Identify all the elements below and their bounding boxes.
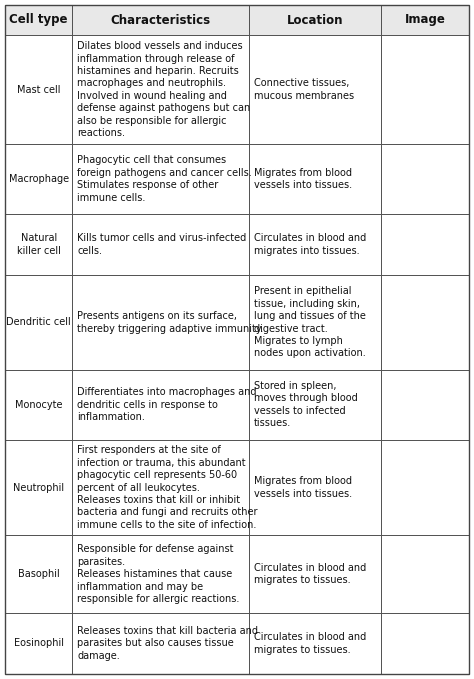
Text: Presents antigens on its surface,
thereby triggering adaptive immunity.: Presents antigens on its surface, thereb… (77, 311, 264, 333)
Bar (72, 613, 248, 674)
Text: Basophil: Basophil (18, 569, 60, 579)
Bar (381, 536, 469, 613)
Bar (5, 439, 72, 536)
Text: Migrates from blood
vessels into tissues.: Migrates from blood vessels into tissues… (254, 168, 352, 190)
Bar (72, 144, 248, 214)
Text: Circulates in blood and
migrates into tissues.: Circulates in blood and migrates into ti… (254, 234, 366, 256)
Bar (248, 613, 381, 674)
Text: Migrates from blood
vessels into tissues.: Migrates from blood vessels into tissues… (254, 477, 352, 499)
Text: Characteristics: Characteristics (110, 14, 210, 26)
Bar (5, 35, 72, 144)
Bar (72, 214, 248, 275)
Text: Cell type: Cell type (9, 14, 68, 26)
Text: Dilates blood vessels and induces
inflammation through release of
histamines and: Dilates blood vessels and induces inflam… (77, 41, 251, 138)
Bar (5, 275, 72, 369)
Text: Connective tissues,
mucous membranes: Connective tissues, mucous membranes (254, 78, 354, 100)
Bar (381, 275, 469, 369)
Text: Mast cell: Mast cell (17, 85, 60, 94)
Bar (72, 35, 248, 144)
Bar (5, 144, 72, 214)
Bar (381, 439, 469, 536)
Bar (381, 144, 469, 214)
Bar (381, 369, 469, 439)
Bar (5, 369, 72, 439)
Text: Eosinophil: Eosinophil (14, 638, 64, 648)
Text: Dendritic cell: Dendritic cell (6, 318, 71, 327)
Bar (5, 613, 72, 674)
Bar (5, 5, 72, 35)
Bar (72, 5, 248, 35)
Bar (248, 214, 381, 275)
Bar (248, 439, 381, 536)
Text: Differentiates into macrophages and
dendritic cells in response to
inflammation.: Differentiates into macrophages and dend… (77, 387, 257, 422)
Bar (248, 5, 381, 35)
Text: Monocyte: Monocyte (15, 400, 63, 409)
Text: First responders at the site of
infection or trauma, this abundant
phagocytic ce: First responders at the site of infectio… (77, 445, 258, 530)
Text: Neutrophil: Neutrophil (13, 483, 64, 492)
Text: Responsible for defense against
parasites.
Releases histamines that cause
inflam: Responsible for defense against parasite… (77, 545, 240, 604)
Bar (5, 536, 72, 613)
Text: Stored in spleen,
moves through blood
vessels to infected
tissues.: Stored in spleen, moves through blood ve… (254, 381, 357, 428)
Text: Releases toxins that kill bacteria and
parasites but also causes tissue
damage.: Releases toxins that kill bacteria and p… (77, 626, 258, 661)
Bar (72, 536, 248, 613)
Bar (248, 369, 381, 439)
Text: Phagocytic cell that consumes
foreign pathogens and cancer cells.
Stimulates res: Phagocytic cell that consumes foreign pa… (77, 155, 252, 203)
Text: Circulates in blood and
migrates to tissues.: Circulates in blood and migrates to tiss… (254, 563, 366, 585)
Text: Image: Image (404, 14, 446, 26)
Bar (381, 35, 469, 144)
Bar (72, 439, 248, 536)
Bar (381, 613, 469, 674)
Bar (381, 5, 469, 35)
Bar (248, 275, 381, 369)
Text: Natural
killer cell: Natural killer cell (17, 234, 61, 256)
Bar (248, 536, 381, 613)
Text: Macrophage: Macrophage (9, 174, 69, 184)
Bar (5, 214, 72, 275)
Text: Location: Location (286, 14, 343, 26)
Bar (248, 144, 381, 214)
Bar (248, 35, 381, 144)
Text: Present in epithelial
tissue, including skin,
lung and tissues of the
digestive : Present in epithelial tissue, including … (254, 287, 365, 359)
Bar (72, 275, 248, 369)
Bar (381, 214, 469, 275)
Text: Kills tumor cells and virus-infected
cells.: Kills tumor cells and virus-infected cel… (77, 234, 246, 256)
Bar (72, 369, 248, 439)
Text: Circulates in blood and
migrates to tissues.: Circulates in blood and migrates to tiss… (254, 632, 366, 655)
